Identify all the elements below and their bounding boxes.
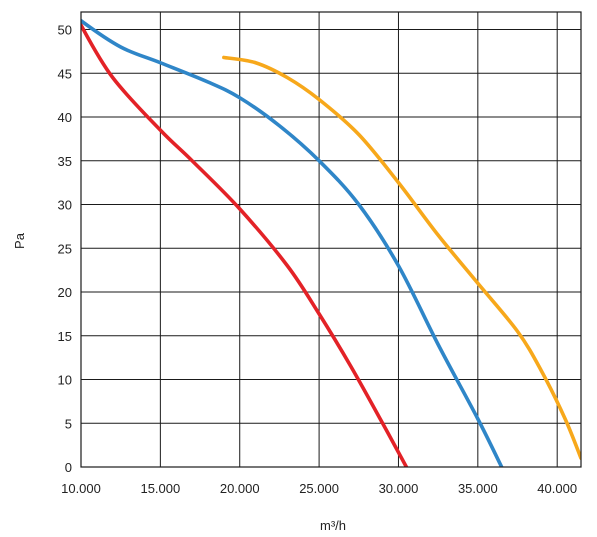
x-tick-label: 25.000 bbox=[299, 481, 339, 496]
y-tick-label: 50 bbox=[58, 23, 72, 38]
y-tick-label: 10 bbox=[58, 373, 72, 388]
y-tick-label: 30 bbox=[58, 198, 72, 213]
x-tick-label: 40.000 bbox=[537, 481, 577, 496]
plot-frame bbox=[80, 11, 582, 468]
y-tick-label: 5 bbox=[65, 416, 72, 431]
x-tick-label: 30.000 bbox=[379, 481, 419, 496]
y-tick-label: 0 bbox=[65, 460, 72, 475]
x-tick-label: 35.000 bbox=[458, 481, 498, 496]
x-tick-label: 20.000 bbox=[220, 481, 260, 496]
series-line-red bbox=[81, 21, 409, 467]
y-tick-label: 15 bbox=[58, 329, 72, 344]
y-tick-label: 20 bbox=[58, 285, 72, 300]
y-tick-label: 45 bbox=[58, 66, 72, 81]
x-tick-label: 15.000 bbox=[140, 481, 180, 496]
x-axis-label: m³/h bbox=[320, 518, 346, 533]
y-tick-label: 35 bbox=[58, 154, 72, 169]
x-tick-label: 10.000 bbox=[61, 481, 101, 496]
series-line-blue bbox=[81, 18, 504, 467]
series-lines bbox=[81, 18, 581, 467]
series-line-orange bbox=[222, 55, 581, 461]
tick-labels: 10.000 15.000 20.000 25.000 30.000 35.000 40.0… bbox=[58, 23, 578, 497]
y-tick-label: 40 bbox=[58, 110, 72, 125]
y-tick-label: 25 bbox=[58, 241, 72, 256]
y-axis-label: Pa bbox=[12, 232, 27, 249]
grid bbox=[80, 12, 581, 468]
